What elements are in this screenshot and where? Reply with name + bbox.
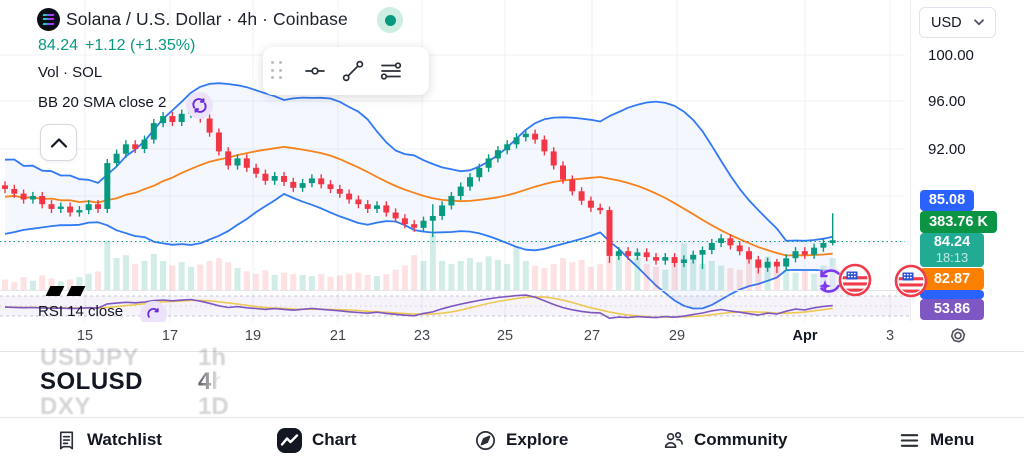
nav-label: Community <box>694 430 788 449</box>
watchlist-icon <box>55 429 78 452</box>
price-label-5386: 53.86 <box>920 299 984 320</box>
nav-item-explore[interactable]: Explore <box>474 418 568 461</box>
x-axis-tick: 25 <box>496 328 514 344</box>
nav-item-community[interactable]: Community <box>662 418 788 461</box>
horizontal-line-tool-icon[interactable] <box>296 52 334 90</box>
price-label-8287: 82.87 <box>920 268 984 290</box>
nav-label: Watchlist <box>87 430 162 449</box>
nav-label: Chart <box>312 430 357 449</box>
symbol-row-usdjpy[interactable]: USDJPY 1h <box>40 344 226 372</box>
us-flag-event-icon[interactable] <box>838 263 872 302</box>
drawing-tools-popup <box>263 47 429 95</box>
drag-handle-icon[interactable] <box>271 61 284 81</box>
x-axis-tick: 23 <box>413 328 431 344</box>
community-icon <box>662 429 685 452</box>
x-axis-tick: 19 <box>244 328 262 344</box>
chart-icon <box>276 427 303 454</box>
horizontal-ray-tool-icon[interactable] <box>372 52 410 90</box>
us-flag-event-icon[interactable] <box>894 264 928 303</box>
x-axis-tick: 21 <box>329 328 347 344</box>
y-axis-label: 100.00 <box>928 47 974 64</box>
x-axis-tick: 15 <box>76 328 94 344</box>
symbol-name[interactable]: DXY <box>40 393 91 420</box>
fade-overlay <box>188 368 230 396</box>
symbol-row-dxy[interactable]: DXY 1D <box>40 393 229 421</box>
rsi-indicator-label[interactable]: RSI 14 close <box>38 303 124 320</box>
currency-label: USD <box>931 14 962 31</box>
nav-item-chart[interactable]: Chart <box>276 418 356 461</box>
volume-indicator-label[interactable]: Vol · SOL <box>38 64 103 81</box>
bb-loading-icon <box>186 92 213 119</box>
interval-value[interactable]: 1D <box>198 393 229 420</box>
y-axis-label: 92.00 <box>928 141 966 158</box>
symbol-interval-picker: USDJPY 1hSOLUSD4hDXY 1D <box>0 344 1024 420</box>
x-axis-tick: Apr <box>792 328 818 344</box>
y-axis-label: 96.00 <box>928 93 966 110</box>
chevron-up-icon <box>50 137 67 148</box>
market-status-icon[interactable] <box>377 7 403 33</box>
symbol-row-solusd[interactable]: SOLUSD4h <box>40 368 230 396</box>
nav-item-watchlist[interactable]: Watchlist <box>55 418 162 461</box>
circular-arrows-icon <box>192 98 207 113</box>
symbol-title[interactable]: Solana / U.S. Dollar · 4h · Coinbase <box>66 9 348 29</box>
menu-icon <box>898 429 921 452</box>
solana-logo-icon <box>37 8 60 31</box>
symbol-name[interactable]: USDJPY <box>40 344 140 371</box>
collapse-panel-button[interactable] <box>40 124 77 161</box>
last-price-row: 84.24 +1.12 (+1.35%) <box>38 37 202 55</box>
price-change: +1.12 (+1.35%) <box>85 37 196 54</box>
time-axis[interactable]: 15 17 19 21 23 25 27 29 Apr 3 <box>0 322 1024 352</box>
nav-label: Menu <box>930 430 975 449</box>
interval-value[interactable]: 1h <box>198 344 227 371</box>
sparkle-refresh-icon[interactable] <box>812 263 848 304</box>
currency-selector[interactable]: USD <box>919 7 996 38</box>
trend-line-tool-icon[interactable] <box>334 52 372 90</box>
chevron-down-icon <box>974 19 984 26</box>
nav-label: Explore <box>506 430 569 449</box>
axis-settings-gear-icon[interactable] <box>946 325 970 349</box>
price-chart[interactable] <box>0 0 910 322</box>
x-axis-tick: 3 <box>885 328 895 344</box>
price-label-8508: 85.08 <box>920 190 974 211</box>
price-label-38376K: 383.76 K <box>920 211 997 233</box>
x-axis-tick: 17 <box>161 328 179 344</box>
nav-item-menu[interactable]: Menu <box>898 418 974 461</box>
price-label-partial <box>920 290 984 299</box>
circular-arrows-icon <box>146 307 159 318</box>
x-axis-tick: 29 <box>668 328 686 344</box>
bottom-navigation: Watchlist Chart Explore Community Menu <box>0 417 1024 461</box>
last-price: 84.24 <box>38 37 79 54</box>
explore-icon <box>474 429 497 452</box>
x-axis-tick: 27 <box>583 328 601 344</box>
bb-indicator-label[interactable]: BB 20 SMA close 2 <box>38 94 167 111</box>
price-label-8424: 84.24 18:13 <box>920 233 984 267</box>
price-scale[interactable]: 100.00 96.00 92.00 85.08 383.76 K 84.24 18:13 8… <box>910 0 1024 352</box>
symbol-name[interactable]: SOLUSD <box>40 368 144 395</box>
